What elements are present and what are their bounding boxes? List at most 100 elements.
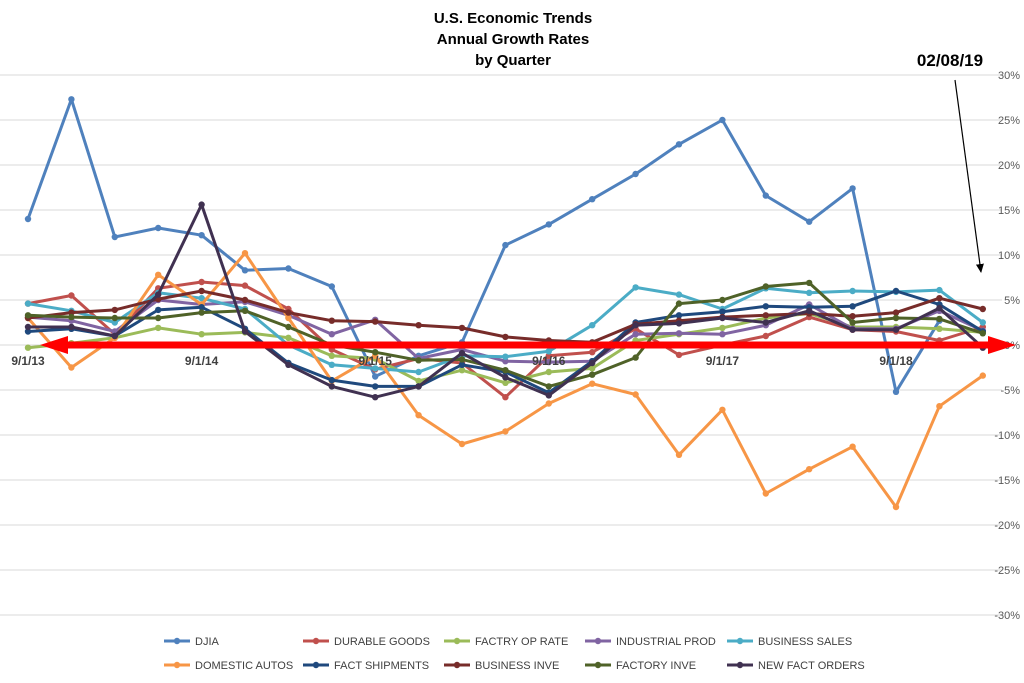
- data-point: [589, 371, 596, 378]
- data-point: [979, 372, 986, 379]
- annotation-text: 02/08/19: [917, 51, 983, 70]
- data-point: [936, 304, 943, 312]
- data-point: [198, 201, 205, 208]
- y-tick-label: 25%: [998, 115, 1020, 127]
- data-point: [675, 330, 683, 337]
- data-point: [675, 312, 683, 319]
- data-point: [458, 356, 466, 363]
- zero-line-arrow: [40, 336, 1016, 354]
- legend-label: NEW FACT ORDERS: [758, 660, 865, 672]
- data-point: [762, 312, 769, 319]
- data-point: [849, 443, 856, 450]
- data-point: [68, 292, 75, 299]
- legend-label: FACTRY OP RATE: [475, 636, 568, 648]
- data-point: [24, 328, 32, 335]
- data-point: [111, 233, 119, 241]
- legend: DJIA DURABLE GOODS FACTRY OP RATE INDUSTRIA…: [164, 636, 865, 672]
- data-point: [328, 317, 335, 324]
- x-axis: 9/1/13 9/1/14 9/1/15 9/1/16 9/1/17 9/1/18: [11, 354, 913, 368]
- data-point: [372, 383, 379, 390]
- data-point: [241, 250, 249, 257]
- y-tick-label: 5%: [1004, 295, 1020, 307]
- y-tick-label: -20%: [994, 520, 1020, 532]
- x-tick-label: 9/1/16: [532, 354, 566, 368]
- data-point: [502, 358, 509, 365]
- legend-item: FACTRY OP RATE: [444, 636, 568, 648]
- data-point: [328, 376, 335, 384]
- data-point: [24, 323, 32, 331]
- data-point: [372, 365, 379, 372]
- data-point: [719, 116, 726, 124]
- data-point: [328, 283, 335, 290]
- data-point: [285, 314, 292, 322]
- series-factory-inve: [24, 279, 986, 390]
- legend-label: DJIA: [195, 636, 220, 648]
- x-tick-label: 9/1/14: [185, 354, 219, 368]
- data-point: [545, 383, 552, 390]
- data-point: [806, 307, 813, 314]
- data-point: [24, 344, 32, 351]
- data-point: [849, 303, 856, 310]
- data-point: [285, 323, 292, 331]
- data-point: [328, 352, 335, 359]
- data-point: [372, 318, 379, 325]
- data-point: [502, 333, 509, 341]
- data-point: [632, 170, 639, 178]
- data-point: [241, 307, 249, 314]
- data-point: [415, 357, 422, 364]
- data-point: [762, 332, 769, 340]
- data-point: [632, 331, 639, 338]
- data-point: [892, 287, 900, 295]
- x-tick-label: 9/1/15: [359, 354, 393, 368]
- data-point: [849, 319, 856, 326]
- data-point: [632, 322, 639, 329]
- data-point: [155, 291, 162, 298]
- data-point: [458, 440, 466, 448]
- legend-item: FACTORY INVE: [585, 660, 696, 672]
- data-point: [328, 383, 335, 390]
- legend-swatch-marker: [312, 661, 320, 669]
- legend-label: DURABLE GOODS: [334, 636, 430, 648]
- data-point: [675, 320, 683, 327]
- data-point: [198, 278, 205, 286]
- data-point: [762, 283, 769, 290]
- series-new-fact-orders: [24, 201, 986, 401]
- legend-swatch-marker: [173, 661, 181, 669]
- data-point: [589, 365, 596, 372]
- data-point: [719, 308, 726, 315]
- data-point: [198, 304, 205, 311]
- data-point: [502, 379, 509, 386]
- legend-swatch-marker: [594, 637, 602, 645]
- data-point: [719, 406, 726, 413]
- x-tick-label: 9/1/17: [706, 354, 740, 368]
- data-point: [372, 373, 379, 380]
- data-point: [372, 349, 379, 356]
- legend-label: FACT SHIPMENTS: [334, 660, 429, 672]
- data-point: [892, 503, 900, 511]
- data-point: [198, 309, 205, 316]
- data-point: [892, 309, 900, 316]
- legend-label: INDUSTRIAL PROD: [616, 636, 716, 648]
- data-point: [675, 451, 683, 458]
- data-point: [111, 314, 119, 322]
- data-point: [936, 403, 943, 410]
- data-point: [545, 221, 552, 228]
- date-annotation: 02/08/19: [917, 51, 984, 273]
- data-point: [936, 315, 943, 323]
- legend-item: NEW FACT ORDERS: [727, 660, 865, 672]
- data-point: [806, 218, 813, 225]
- data-point: [545, 358, 552, 366]
- data-point: [979, 319, 986, 326]
- y-tick-label: 10%: [998, 250, 1020, 262]
- annotation-arrow: [954, 79, 984, 273]
- data-point: [502, 353, 509, 360]
- data-point: [849, 287, 856, 295]
- data-point: [241, 296, 249, 304]
- data-point: [936, 295, 943, 302]
- zero-arrow-left: [40, 336, 68, 354]
- data-point: [762, 303, 769, 310]
- y-tick-label: 15%: [998, 205, 1020, 217]
- data-point: [241, 282, 249, 289]
- data-point: [155, 224, 162, 232]
- chart-title: U.S. Economic Trends Annual Growth Rates…: [434, 10, 592, 69]
